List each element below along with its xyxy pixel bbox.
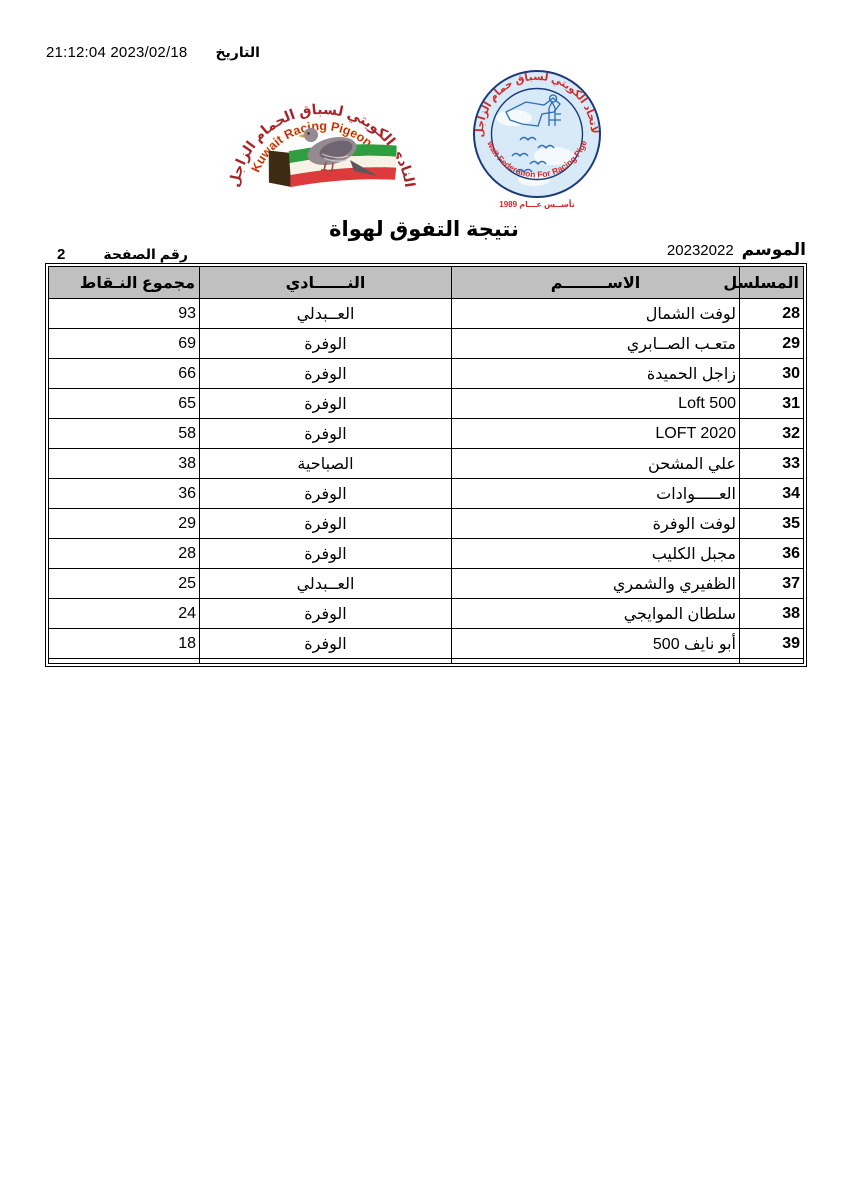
page-number-label: رقم الصفحة — [103, 246, 188, 262]
name-cell: مجبل الكليب — [451, 538, 740, 569]
name-cell: العـــــوادات — [451, 478, 740, 509]
points-cell: 69 — [48, 328, 200, 359]
club-cell: الوفرة — [199, 538, 452, 569]
serial-cell: 34 — [739, 478, 804, 509]
header-club: النــــــادي — [199, 266, 452, 299]
points-cell: 58 — [48, 418, 200, 449]
serial-cell: 36 — [739, 538, 804, 569]
club-cell: الوفرة — [199, 418, 452, 449]
table-empty-row — [48, 658, 804, 664]
name-cell: سلطان الموايجي — [451, 598, 740, 629]
club-cell: العــبدلي — [199, 568, 452, 599]
club-cell: الوفرة — [199, 478, 452, 509]
table-row: 29 متعـب الصــابري الوفرة 69 — [48, 328, 804, 359]
table-row: 38 سلطان الموايجي الوفرة 24 — [48, 598, 804, 629]
federation-logo: الاتحاد الكويتي لسباق حمام الزاجل Kuwait… — [454, 68, 601, 210]
name-cell: الظفيري والشمري — [451, 568, 740, 599]
name-cell: Loft 500 — [451, 388, 740, 419]
club-cell: الوفرة — [199, 628, 452, 659]
kuwait-map-art — [505, 94, 561, 174]
table-row: 39 أبو نايف 500 الوفرة 18 — [48, 628, 804, 659]
table-row: 28 لوفت الشمال العــبدلي 93 — [48, 298, 804, 329]
header-points: مجموع النـقاط — [48, 266, 200, 299]
federation-logo-outer-ring — [473, 70, 601, 198]
empty-cell — [451, 658, 740, 664]
club-cell: الوفرة — [199, 598, 452, 629]
points-cell: 38 — [48, 448, 200, 479]
header-serial: المسلسل — [723, 266, 804, 299]
empty-cell — [199, 658, 452, 664]
table-row: 30 زاجل الحميدة الوفرة 66 — [48, 358, 804, 389]
serial-cell: 35 — [739, 508, 804, 539]
results-table: المسلسل الاســــــــم النــــــادي مجموع… — [48, 266, 804, 664]
points-cell: 24 — [48, 598, 200, 629]
serial-cell: 30 — [739, 358, 804, 389]
table-row: 36 مجبل الكليب الوفرة 28 — [48, 538, 804, 569]
name-cell: علي المشحن — [451, 448, 740, 479]
points-cell: 65 — [48, 388, 200, 419]
points-cell: 36 — [48, 478, 200, 509]
date-line: 21:12:04 2023/02/18 التاريخ — [46, 44, 260, 61]
serial-cell: 37 — [739, 568, 804, 599]
name-cell: لوفت الوفرة — [451, 508, 740, 539]
club-cell: الوفرة — [199, 388, 452, 419]
name-cell: لوفت الشمال — [451, 298, 740, 329]
empty-cell — [48, 658, 200, 664]
name-cell: زاجل الحميدة — [451, 358, 740, 389]
club-cell: الوفرة — [199, 328, 452, 359]
serial-cell: 29 — [739, 328, 804, 359]
page-number-line: 2 رقم الصفحة — [57, 246, 188, 263]
points-cell: 93 — [48, 298, 200, 329]
table-header-row: المسلسل الاســــــــم النــــــادي مجموع… — [48, 266, 804, 299]
points-cell: 25 — [48, 568, 200, 599]
name-cell: أبو نايف 500 — [451, 628, 740, 659]
table-row: 35 لوفت الوفرة الوفرة 29 — [48, 508, 804, 539]
club-cell: الوفرة — [199, 358, 452, 389]
season-value: 20232022 — [666, 242, 734, 259]
points-cell: 66 — [48, 358, 200, 389]
points-cell: 18 — [48, 628, 200, 659]
federation-logo-established-text: تأســس عـــام 1989 — [499, 199, 574, 210]
pigeon-icon — [298, 128, 378, 176]
points-cell: 29 — [48, 508, 200, 539]
results-table-frame: المسلسل الاســــــــم النــــــادي مجموع… — [45, 263, 807, 667]
serial-cell: 39 — [739, 628, 804, 659]
serial-cell: 38 — [739, 598, 804, 629]
club-cell: الصباحية — [199, 448, 452, 479]
season-line: 20232022 الموسم — [667, 240, 806, 260]
name-cell: متعـب الصــابري — [451, 328, 740, 359]
date-label: التاريخ — [215, 44, 260, 60]
serial-cell: 32 — [739, 418, 804, 449]
page-title: نتيجة التفوق لهواة — [329, 218, 519, 241]
season-label: الموسم — [741, 240, 806, 259]
club-cell: الوفرة — [199, 508, 452, 539]
serial-cell: 28 — [739, 298, 804, 329]
page-number-value: 2 — [57, 246, 66, 263]
empty-cell — [739, 658, 804, 664]
table-row: 31 Loft 500 الوفرة 65 — [48, 388, 804, 419]
header-name: الاســــــــم — [451, 266, 740, 299]
name-cell: LOFT 2020 — [451, 418, 740, 449]
table-row: 34 العـــــوادات الوفرة 36 — [48, 478, 804, 509]
club-logo: النادي الكويتي لسباق الحمام الزاجل Kuwai… — [226, 101, 419, 189]
federation-logo-inner-ring — [490, 87, 584, 181]
table-row: 37 الظفيري والشمري العــبدلي 25 — [48, 568, 804, 599]
serial-cell: 31 — [739, 388, 804, 419]
table-row: 32 LOFT 2020 الوفرة 58 — [48, 418, 804, 449]
serial-cell: 33 — [739, 448, 804, 479]
date-value: 21:12:04 2023/02/18 — [46, 44, 188, 61]
table-row: 33 علي المشحن الصباحية 38 — [48, 448, 804, 479]
club-cell: العــبدلي — [199, 298, 452, 329]
points-cell: 28 — [48, 538, 200, 569]
